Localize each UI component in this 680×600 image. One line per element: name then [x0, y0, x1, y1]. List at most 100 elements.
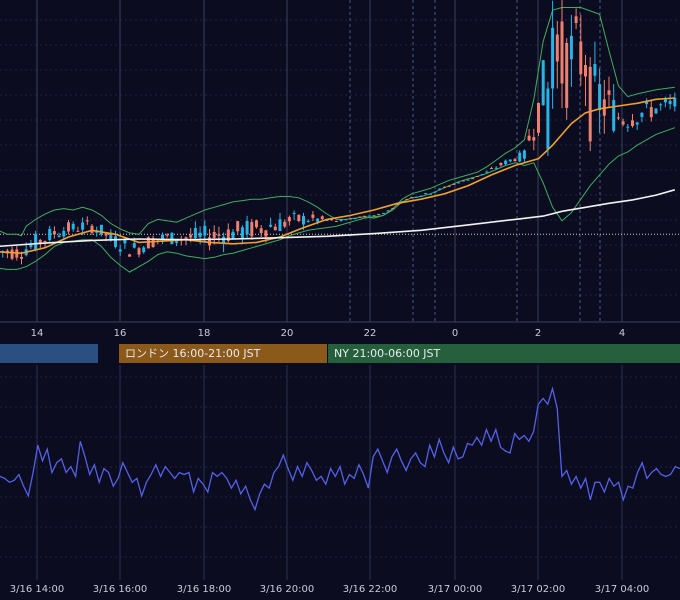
candle-body: [386, 210, 390, 212]
candle-body: [109, 232, 113, 239]
price-chart[interactable]: [0, 0, 680, 325]
candle-body: [175, 241, 179, 243]
candle-body: [311, 214, 315, 218]
indicator-chart[interactable]: [0, 365, 680, 580]
candle-body: [391, 208, 395, 210]
candle-body: [485, 171, 489, 173]
candle-body: [659, 104, 663, 106]
candle-body: [114, 236, 117, 247]
candle-body: [128, 254, 132, 257]
candle-body: [34, 234, 38, 250]
candle-body: [99, 224, 103, 235]
hour-tick-label: 14: [30, 328, 44, 339]
candle-body: [48, 228, 52, 241]
candle-body: [410, 197, 414, 199]
candle-body: [396, 204, 399, 206]
candle-body: [10, 249, 14, 259]
date-tick-label: 3/16 14:00: [9, 584, 65, 595]
candlesticks: [1, 0, 677, 265]
candle-body: [193, 228, 197, 238]
candle-body: [377, 213, 381, 215]
candle-body: [250, 222, 254, 237]
candle-body: [584, 65, 587, 77]
candle-body: [588, 66, 592, 142]
indicator-line: [0, 386, 680, 512]
date-tick-label: 3/16 18:00: [176, 584, 232, 595]
candle-body: [447, 185, 451, 187]
candle-body: [607, 90, 611, 95]
candle-body: [598, 84, 602, 111]
candle-body: [226, 229, 230, 241]
hour-tick-label: 2: [534, 328, 542, 339]
candle-body: [621, 121, 625, 125]
candle-body: [452, 183, 456, 185]
hour-tick-label: 18: [197, 328, 211, 339]
candle-body: [137, 248, 141, 255]
candle-body: [541, 60, 545, 106]
candle-body: [381, 212, 385, 214]
candle-body: [67, 222, 70, 232]
candle-body: [494, 167, 498, 169]
candle-body: [532, 137, 536, 141]
hour-tick-label: 16: [113, 328, 127, 339]
candle-body: [424, 193, 428, 195]
candle-body: [255, 220, 258, 228]
candle-body: [414, 196, 418, 198]
candle-body: [537, 102, 540, 133]
candle-body: [62, 230, 66, 237]
candle-body: [635, 122, 639, 125]
hour-tick-label: 20: [280, 328, 294, 339]
candle-body: [461, 180, 465, 182]
candle-body: [673, 97, 677, 107]
bollinger-upper: [0, 7, 675, 237]
hour-tick-label: 0: [451, 328, 459, 339]
bollinger-lower: [0, 127, 675, 273]
date-tick-label: 3/17 04:00: [594, 584, 650, 595]
date-tick-label: 3/16 16:00: [92, 584, 148, 595]
candle-body: [344, 219, 348, 221]
candle-body: [165, 234, 169, 236]
candle-body: [264, 230, 268, 237]
candle-body: [358, 216, 362, 218]
hour-tick-label: 4: [618, 328, 626, 339]
date-tick-label: 3/17 00:00: [427, 584, 483, 595]
ma-orange-line: [0, 97, 675, 255]
candle-body: [104, 233, 108, 236]
candle-body: [339, 219, 343, 221]
price-grid: [0, 0, 680, 323]
candle-body: [240, 227, 244, 238]
candle-body: [170, 232, 174, 244]
candle-body: [433, 191, 437, 193]
candle-body: [236, 221, 240, 232]
candle-body: [349, 218, 352, 220]
candle-body: [43, 241, 47, 243]
candle-body: [259, 228, 263, 234]
candle-body: [640, 112, 644, 117]
candle-body: [20, 256, 23, 259]
candle-body: [428, 193, 432, 195]
candle-body: [334, 220, 338, 222]
candle-body: [217, 234, 221, 236]
hour-axis: 14 16 18 20 22 0 2 4: [0, 325, 680, 343]
session-ny: NY 21:00-06:00 JST: [328, 344, 680, 363]
candle-body: [184, 237, 188, 240]
candle-body: [527, 135, 531, 141]
candle-body: [475, 175, 479, 177]
hour-tick-label: 22: [363, 328, 377, 339]
candle-body: [222, 236, 226, 244]
date-tick-label: 3/16 20:00: [259, 584, 315, 595]
date-axis: 3/16 14:00 3/16 16:00 3/16 18:00 3/16 20:00…: [0, 580, 680, 600]
candle-body: [654, 108, 658, 114]
candle-body: [522, 150, 526, 159]
candle-body: [81, 222, 85, 230]
candle-body: [306, 220, 310, 222]
candle-body: [565, 42, 569, 108]
candle-body: [71, 223, 75, 230]
candle-body: [457, 182, 461, 184]
candle-body: [189, 234, 193, 238]
candle-body: [151, 238, 155, 248]
candle-body: [471, 178, 475, 180]
candle-body: [555, 34, 559, 62]
candle-body: [273, 226, 277, 231]
candle-body: [649, 107, 653, 118]
